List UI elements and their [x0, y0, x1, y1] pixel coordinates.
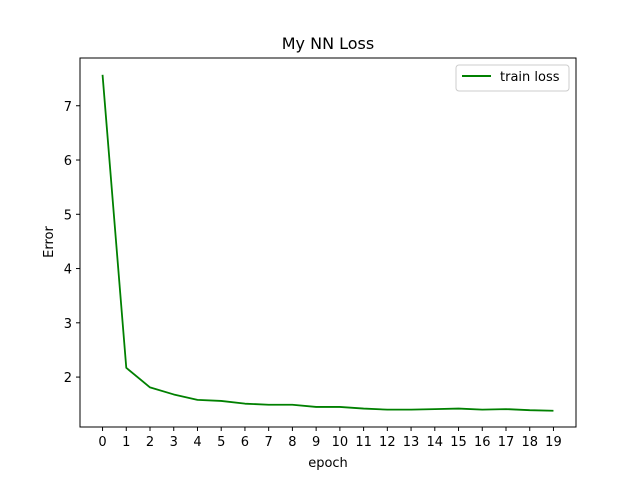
- y-tick-label: 4: [64, 263, 72, 278]
- series-layer: [101, 74, 554, 412]
- x-tick-label: 6: [241, 435, 249, 450]
- x-tick-label: 13: [403, 435, 420, 450]
- x-tick-label: 14: [427, 435, 444, 450]
- y-tick-label: 6: [64, 154, 72, 169]
- y-axis-ticks: 2 3 4 5 6 7: [64, 100, 80, 386]
- legend-box: [455, 64, 570, 92]
- x-tick-label: 12: [379, 435, 396, 450]
- x-axis-ticks: 0 1 2 3 4 5 6 7 8 9 10 11 12 13 14 15 16 17 18 19: [98, 427, 562, 450]
- x-tick-label: 19: [545, 435, 562, 450]
- x-tick-label: 0: [98, 435, 106, 450]
- x-tick-label: 18: [521, 435, 538, 450]
- x-tick-label: 2: [146, 435, 154, 450]
- x-tick-label: 11: [355, 435, 372, 450]
- x-tick-label: 4: [193, 435, 201, 450]
- y-tick-label: 5: [64, 208, 72, 223]
- legend: train loss: [455, 64, 570, 92]
- x-tick-label: 15: [450, 435, 467, 450]
- x-tick-label: 1: [122, 435, 130, 450]
- plot-area: [80, 58, 576, 427]
- x-tick-label: 10: [332, 435, 349, 450]
- y-tick-label: 3: [64, 317, 72, 332]
- plot-frame: [79, 57, 577, 428]
- x-tick-label: 3: [170, 435, 178, 450]
- x-tick-label: 8: [288, 435, 296, 450]
- y-tick-label: 2: [64, 371, 72, 386]
- x-tick-label: 7: [265, 435, 273, 450]
- legend-label: train loss: [500, 70, 560, 85]
- x-tick-label: 9: [312, 435, 320, 450]
- x-tick-label: 5: [217, 435, 225, 450]
- x-axis-label: epoch: [308, 456, 348, 471]
- chart-title: My NN Loss: [282, 34, 374, 53]
- x-tick-label: 16: [474, 435, 491, 450]
- y-tick-label: 7: [64, 100, 72, 115]
- y-axis-label: Error: [42, 226, 57, 258]
- x-tick-label: 17: [498, 435, 515, 450]
- train-loss-line: [101, 74, 554, 412]
